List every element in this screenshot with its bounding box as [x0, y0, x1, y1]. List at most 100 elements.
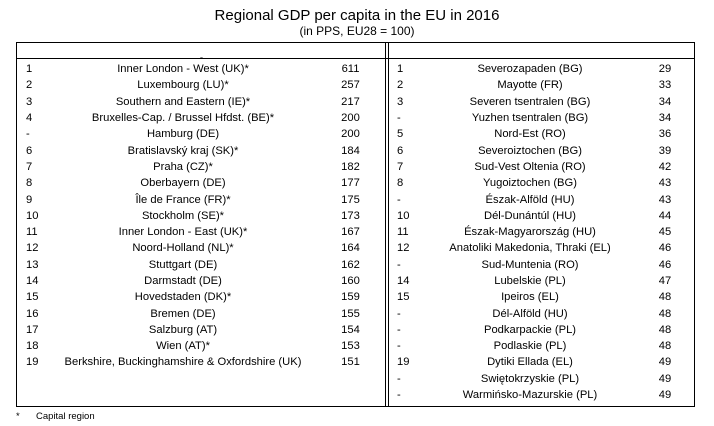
value-cell: 49 — [658, 372, 672, 385]
value-cell: 151 — [341, 356, 360, 369]
value-cell: 34 — [658, 95, 672, 108]
table-row: 17 Salzburg (AT) 154 — [16, 322, 385, 338]
region-cell: Salzburg (AT) — [148, 323, 218, 336]
table-row: 8 Oberbayern (DE) 177 — [16, 175, 385, 191]
table-row: 14 Darmstadt (DE) 160 — [16, 273, 385, 289]
value-cell: 167 — [341, 226, 360, 239]
region-cell: Mayotte (FR) — [497, 79, 563, 92]
value-cell: 257 — [341, 79, 360, 92]
rank-cell: 8 — [26, 177, 33, 190]
value-cell: 42 — [658, 160, 672, 173]
value-cell: 160 — [341, 275, 360, 287]
rank-cell: 10 — [397, 209, 410, 222]
region-cell: Dél-Alföld (HU) — [492, 307, 568, 320]
table-row: 18 Wien (AT)* 153 — [16, 338, 385, 354]
value-cell: 177 — [341, 177, 360, 190]
region-cell: Anatoliki Makedonia, Thraki (EL) — [449, 242, 611, 255]
table-row: 2 Luxembourg (LU)* 257 — [16, 77, 385, 93]
table-row: 10 Stockholm (SE)* 173 — [16, 208, 385, 224]
table-row: 11 Inner London - East (UK)* 167 — [16, 224, 385, 240]
rank-cell: 2 — [397, 79, 404, 92]
footnote-text: Capital region — [36, 411, 95, 422]
region-cell: Bremen (DE) — [150, 307, 216, 320]
table-row: 3 Southern and Eastern (IE)* 217 — [16, 94, 385, 110]
rank-cell: - — [397, 340, 401, 353]
table-row: - Swiętokrzyskie (PL) 49 — [389, 371, 695, 387]
region-cell: Yugoiztochen (BG) — [483, 177, 577, 190]
region-cell: Darmstadt (DE) — [144, 275, 222, 287]
rank-cell: 15 — [397, 291, 410, 304]
header-divider — [16, 58, 695, 59]
region-cell: Stockholm (SE)* — [141, 209, 225, 222]
region-cell: Oberbayern (DE) — [140, 177, 226, 190]
rank-cell: 12 — [26, 242, 39, 255]
region-cell: Inner London - West (UK)* — [117, 63, 249, 76]
region-cell: Ipeiros (EL) — [501, 291, 559, 304]
rank-cell: - — [397, 307, 401, 320]
region-cell: Severen tsentralen (BG) — [469, 95, 591, 108]
page-title: Regional GDP per capita in the EU in 201… — [214, 7, 500, 24]
rank-cell: 3 — [397, 95, 404, 108]
rank-cell: 11 — [26, 226, 38, 239]
value-cell: 47 — [658, 275, 672, 287]
region-cell: Észak-Alföld (HU) — [485, 193, 575, 206]
rank-cell: 15 — [26, 291, 39, 304]
region-cell: Dytiki Ellada (EL) — [487, 356, 573, 369]
table-row: 12 Noord-Holland (NL)* 164 — [16, 240, 385, 256]
table-row: 16 Bremen (DE) 155 — [16, 305, 385, 321]
rank-cell: 2 — [26, 79, 33, 92]
value-cell: 33 — [658, 79, 672, 92]
table-row: 12 Anatoliki Makedonia, Thraki (EL) 46 — [389, 240, 695, 256]
rank-cell: 1 — [26, 63, 33, 76]
table-row: 8 Yugoiztochen (BG) 43 — [389, 175, 695, 191]
table-row: - Podlaskie (PL) 48 — [389, 338, 695, 354]
table-row: 4 Bruxelles-Cap. / Brussel Hfdst. (BE)* 20… — [16, 110, 385, 126]
rank-cell: 8 — [397, 177, 404, 190]
value-cell: 43 — [658, 193, 672, 206]
region-cell: Bruxelles-Cap. / Brussel Hfdst. (BE)* — [91, 112, 275, 125]
rank-cell: 11 — [397, 226, 409, 239]
region-cell: Podkarpackie (PL) — [483, 323, 577, 336]
page-subtitle: (in PPS, EU28 = 100) — [299, 24, 415, 38]
value-cell: 200 — [341, 112, 360, 125]
rank-cell: 1 — [397, 63, 404, 76]
table-row: 9 Île de France (FR)* 175 — [16, 191, 385, 207]
region-cell: Southern and Eastern (IE)* — [115, 95, 251, 108]
value-cell: 29 — [658, 63, 672, 76]
rank-cell: 5 — [397, 128, 404, 141]
rank-cell: 3 — [26, 95, 33, 108]
table-row: 19 Dytiki Ellada (EL) 49 — [389, 354, 695, 370]
value-cell: 611 — [341, 63, 360, 76]
footnote-symbol: * — [16, 411, 20, 422]
table-row: 7 Praha (CZ)* 182 — [16, 159, 385, 175]
value-cell: 154 — [341, 323, 360, 336]
region-cell: Stuttgart (DE) — [148, 258, 218, 271]
table-row: 19 Berkshire, Buckinghamshire & Oxfordshi… — [16, 354, 385, 370]
rank-cell: - — [397, 389, 401, 402]
rank-cell: 14 — [397, 275, 410, 287]
region-cell: Lubelskie (PL) — [494, 275, 566, 287]
rank-cell: 19 — [26, 356, 39, 369]
footnote: * Capital region — [16, 411, 95, 422]
value-cell: 46 — [658, 258, 672, 271]
table-row: 13 Stuttgart (DE) 162 — [16, 257, 385, 273]
region-cell: Berkshire, Buckinghamshire & Oxfordshire… — [64, 356, 302, 369]
value-cell: 153 — [341, 340, 360, 353]
region-cell: Bratislavský kraj (SK)* — [127, 144, 239, 157]
region-cell: Észak-Magyarország (HU) — [464, 226, 596, 239]
value-cell: 34 — [658, 112, 672, 125]
region-cell: Île de France (FR)* — [135, 193, 231, 206]
value-cell: 200 — [341, 128, 360, 141]
rank-cell: 6 — [397, 144, 404, 157]
region-cell: Hamburg (DE) — [146, 128, 220, 141]
table-row: 15 Ipeiros (EL) 48 — [389, 289, 695, 305]
region-cell: Warmińsko-Mazurskie (PL) — [462, 389, 598, 402]
value-cell: 45 — [658, 226, 672, 239]
value-cell: 49 — [658, 356, 672, 369]
rank-cell: 9 — [26, 193, 33, 206]
rank-cell: 17 — [26, 323, 39, 336]
table-row: 7 Sud-Vest Oltenia (RO) 42 — [389, 159, 695, 175]
table-row: - Yuzhen tsentralen (BG) 34 — [389, 110, 695, 126]
region-cell: Noord-Holland (NL)* — [132, 242, 234, 255]
rank-cell: 16 — [26, 307, 39, 320]
